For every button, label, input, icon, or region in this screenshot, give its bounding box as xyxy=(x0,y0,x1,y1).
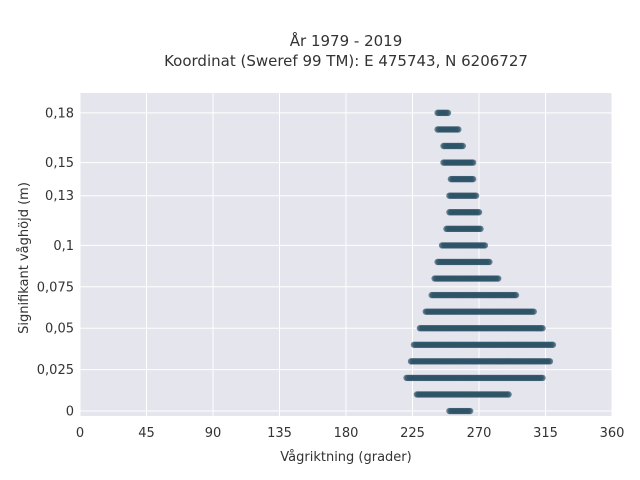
data-point xyxy=(472,192,480,199)
x-axis-title: Vågriktning (grader) xyxy=(280,450,411,465)
x-tick-label: 315 xyxy=(533,426,558,441)
y-tick-label: 0,18 xyxy=(45,106,74,121)
x-tick-label: 45 xyxy=(138,426,155,441)
x-tick-label: 0 xyxy=(76,426,84,441)
data-point xyxy=(539,325,546,332)
y-tick-label: 0,13 xyxy=(45,189,74,204)
chart-title-line-2: Koordinat (Sweref 99 TM): E 475743, N 62… xyxy=(164,52,528,70)
x-tick-label: 180 xyxy=(334,426,359,441)
data-points xyxy=(403,109,557,415)
data-point xyxy=(512,291,520,299)
y-axis-ticks: 0 0,025 0,05 0,075 0,1 0,13 0,15 0,18 xyxy=(37,106,74,419)
data-point xyxy=(530,308,537,315)
data-point xyxy=(469,159,477,166)
data-point xyxy=(459,142,466,150)
y-tick-label: 0,025 xyxy=(37,363,74,378)
x-axis-ticks: 0 45 90 135 180 225 270 315 360 xyxy=(76,426,625,441)
y-tick-label: 0,15 xyxy=(45,156,74,171)
data-point xyxy=(539,374,546,382)
data-point xyxy=(475,209,483,216)
x-tick-label: 135 xyxy=(267,426,292,441)
data-point xyxy=(546,358,554,365)
data-point xyxy=(486,258,493,266)
data-point xyxy=(495,275,502,282)
y-tick-label: 0,05 xyxy=(45,322,74,337)
y-tick-label: 0,1 xyxy=(53,239,74,254)
data-point xyxy=(477,225,484,233)
data-point xyxy=(481,242,489,249)
x-tick-label: 90 xyxy=(205,426,222,441)
data-point xyxy=(505,391,512,398)
x-tick-label: 270 xyxy=(467,426,492,441)
x-tick-label: 360 xyxy=(600,426,625,441)
data-point xyxy=(455,126,462,133)
y-tick-label: 0 xyxy=(66,405,74,420)
y-axis-title: Signifikant våghöjd (m) xyxy=(17,182,32,334)
data-point xyxy=(444,109,452,117)
x-tick-label: 225 xyxy=(400,426,425,441)
chart-title-line-1: År 1979 - 2019 xyxy=(290,31,403,50)
data-point xyxy=(549,341,557,348)
y-tick-label: 0,075 xyxy=(37,280,74,295)
data-point xyxy=(469,175,477,183)
data-point xyxy=(466,407,474,415)
grid xyxy=(79,93,613,416)
